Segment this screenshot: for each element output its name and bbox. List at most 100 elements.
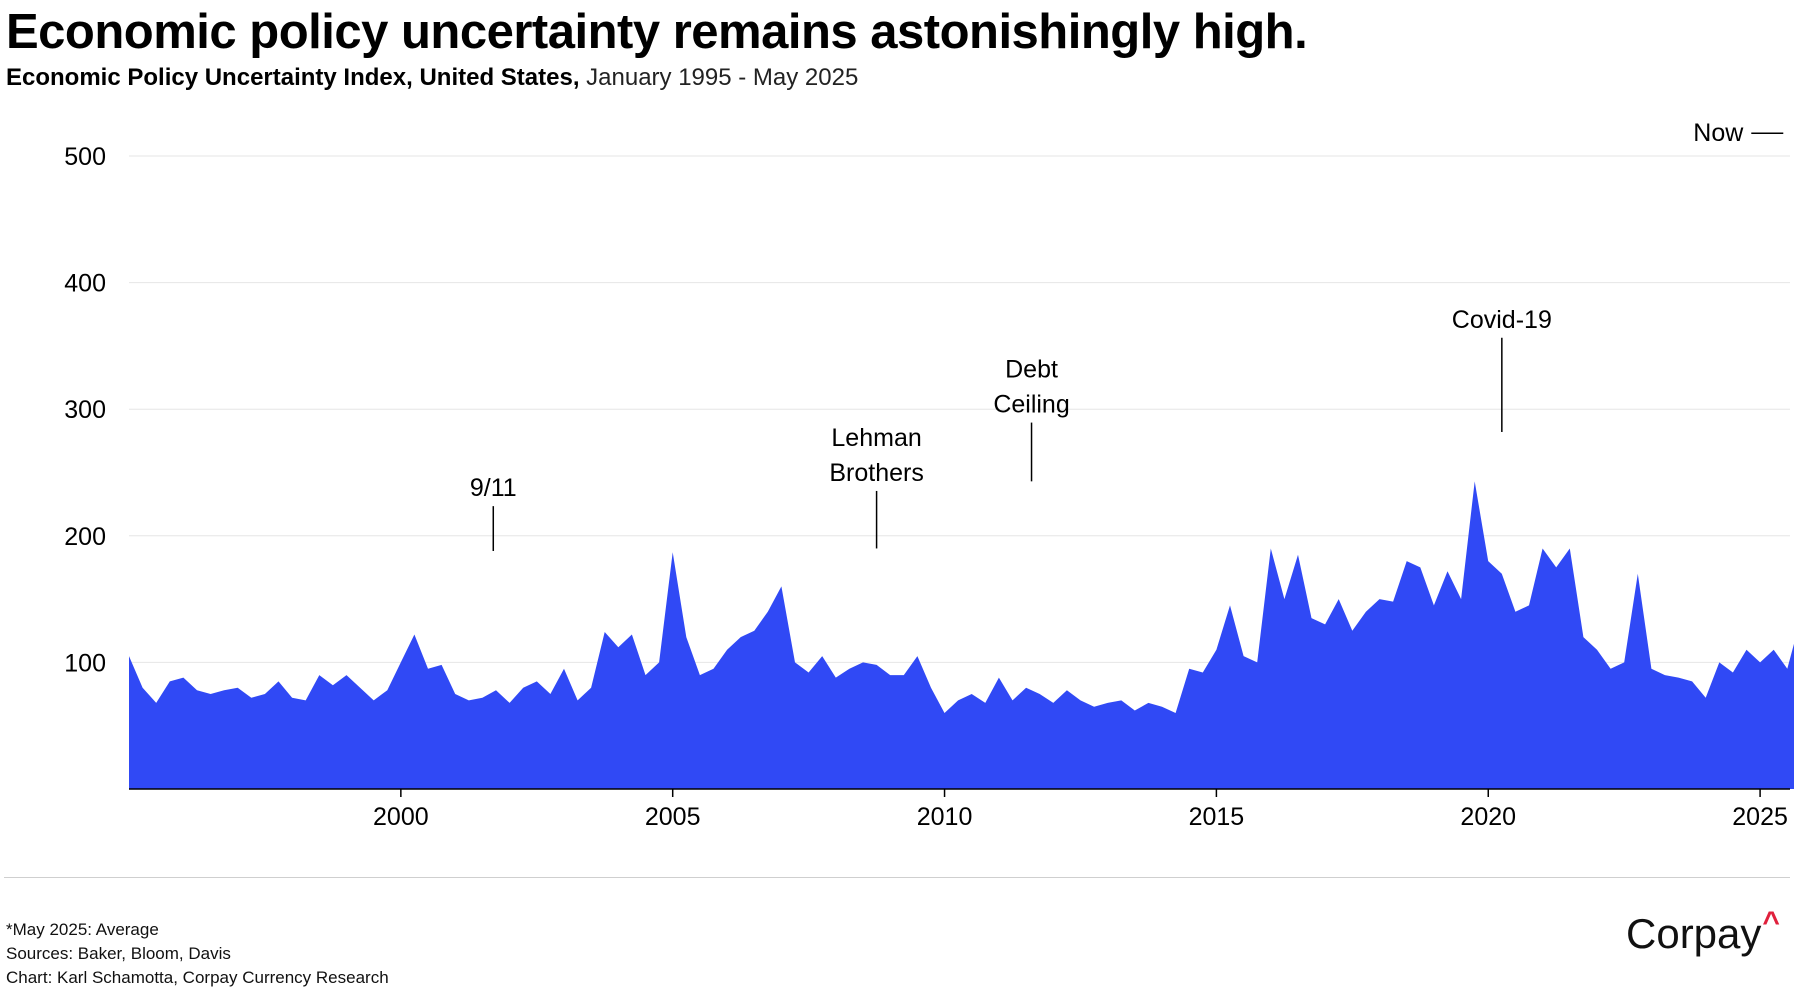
data-point xyxy=(754,630,755,631)
data-point xyxy=(1243,656,1244,657)
data-point xyxy=(944,712,945,713)
data-point xyxy=(1678,677,1679,678)
y-tick-label-100: 100 xyxy=(64,649,106,677)
data-point xyxy=(360,687,361,688)
x-tick-label-2000: 2000 xyxy=(373,803,429,831)
data-point xyxy=(1651,668,1652,669)
data-point xyxy=(1787,668,1788,669)
subtitle-date-range: January 1995 - May 2025 xyxy=(579,64,859,91)
data-point xyxy=(400,662,401,663)
data-point xyxy=(251,697,252,698)
data-point xyxy=(1161,706,1162,707)
data-point xyxy=(455,693,456,694)
data-point xyxy=(278,681,279,682)
data-point xyxy=(1474,481,1475,482)
data-point xyxy=(1420,567,1421,568)
data-point xyxy=(1732,672,1733,673)
data-point xyxy=(1760,662,1761,663)
y-tick-label-400: 400 xyxy=(64,270,106,298)
x-tick-label-2005: 2005 xyxy=(645,803,701,831)
annotations: 9/11 Lehman Brothers Debt Ceiling Covid-19 Now xyxy=(470,119,1784,551)
data-point xyxy=(930,687,931,688)
data-point xyxy=(1447,571,1448,572)
data-point xyxy=(536,681,537,682)
footnote-sources: Sources: Baker, Bloom, Davis xyxy=(6,944,231,963)
data-point xyxy=(142,687,143,688)
annotation-label-9-11: 9/11 xyxy=(470,474,517,502)
footnote-chart-credit: Chart: Karl Schamotta, Corpay Currency R… xyxy=(6,968,389,987)
data-point xyxy=(1134,710,1135,711)
data-point xyxy=(794,662,795,663)
data-point xyxy=(427,668,428,669)
y-tick-label-200: 200 xyxy=(64,523,106,551)
data-point xyxy=(1338,599,1339,600)
x-tick-label-2025: 2025 xyxy=(1732,803,1788,831)
data-point xyxy=(591,687,592,688)
data-point xyxy=(1270,548,1271,549)
data-point xyxy=(1107,702,1108,703)
data-point xyxy=(1596,649,1597,650)
data-point xyxy=(781,586,782,587)
annotation-label-debt-ceiling: Ceiling xyxy=(993,391,1069,419)
y-tick-label-500: 500 xyxy=(64,143,106,171)
data-point xyxy=(156,702,157,703)
data-point xyxy=(1705,697,1706,698)
data-point xyxy=(1202,672,1203,673)
x-tick-label-2020: 2020 xyxy=(1460,803,1516,831)
logo-wordmark: Corpay xyxy=(1626,910,1762,957)
data-point xyxy=(1664,675,1665,676)
y-axis: 100 200 300 400 500 xyxy=(64,143,106,677)
data-point xyxy=(1189,668,1190,669)
data-point xyxy=(1433,605,1434,606)
data-point xyxy=(1461,599,1462,600)
logo-caret-icon: ^ xyxy=(1762,906,1780,939)
data-point xyxy=(1026,687,1027,688)
data-point xyxy=(998,677,999,678)
data-point xyxy=(1773,649,1774,650)
data-point xyxy=(1515,611,1516,612)
data-point xyxy=(169,681,170,682)
data-point xyxy=(1583,637,1584,638)
data-point xyxy=(917,656,918,657)
data-point xyxy=(1080,700,1081,701)
data-point xyxy=(414,634,415,635)
data-point xyxy=(577,700,578,701)
data-point xyxy=(563,668,564,669)
area-fill xyxy=(129,481,1794,789)
data-point xyxy=(509,702,510,703)
data-point xyxy=(468,700,469,701)
data-point xyxy=(862,662,863,663)
data-point xyxy=(985,702,986,703)
y-tick-label-300: 300 xyxy=(64,396,106,424)
data-point xyxy=(1365,611,1366,612)
data-point xyxy=(1637,573,1638,574)
data-point xyxy=(1094,706,1095,707)
data-point xyxy=(183,677,184,678)
data-point xyxy=(387,690,388,691)
data-point xyxy=(1379,599,1380,600)
data-point xyxy=(523,687,524,688)
data-point xyxy=(835,677,836,678)
data-point xyxy=(645,675,646,676)
data-point xyxy=(346,675,347,676)
data-point xyxy=(1719,662,1720,663)
corpay-logo: Corpay^ xyxy=(1626,906,1780,958)
data-point xyxy=(332,685,333,686)
data-point xyxy=(876,664,877,665)
data-point xyxy=(631,634,632,635)
data-point xyxy=(713,668,714,669)
data-point xyxy=(1488,561,1489,562)
annotation-label-lehman-brothers: Brothers xyxy=(829,459,923,487)
data-point xyxy=(1406,561,1407,562)
subtitle-series-name: Economic Policy Uncertainty Index, Unite… xyxy=(6,64,580,91)
x-tick-label-2010: 2010 xyxy=(917,803,973,831)
annotation-label-lehman-brothers: Lehman xyxy=(831,424,921,452)
data-point xyxy=(958,700,959,701)
data-point xyxy=(849,668,850,669)
data-point xyxy=(264,693,265,694)
data-point xyxy=(699,675,700,676)
data-point xyxy=(224,690,225,691)
data-point xyxy=(1297,554,1298,555)
data-point xyxy=(1039,693,1040,694)
data-point xyxy=(890,675,891,676)
